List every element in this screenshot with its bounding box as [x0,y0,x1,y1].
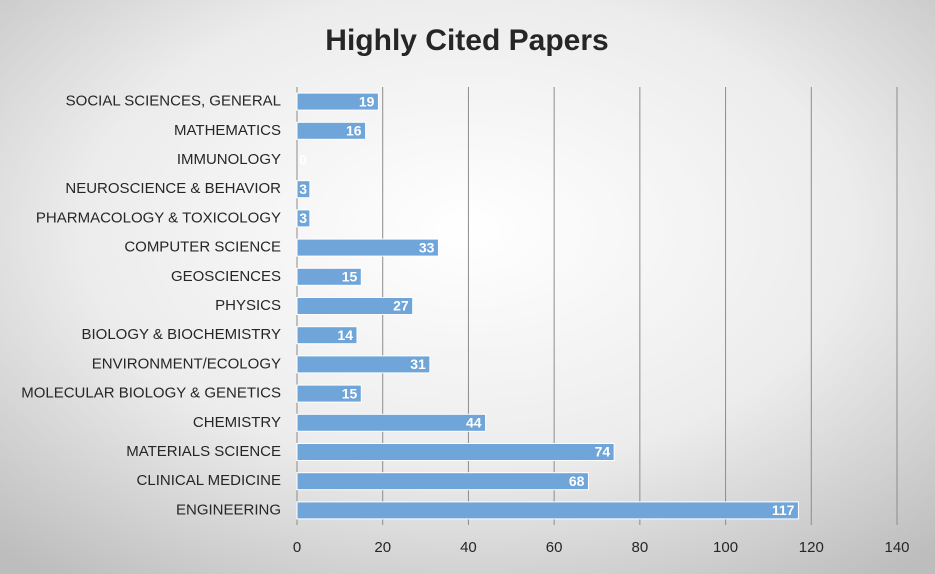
data-label: 31 [410,356,426,372]
data-label: 27 [393,298,409,314]
bar [296,501,799,520]
x-tick-label: 0 [293,539,301,556]
data-label: 16 [346,123,362,139]
chart-title: Highly Cited Papers [325,24,608,57]
data-label: 44 [466,415,482,431]
y-tick-label: PHYSICS [215,297,281,314]
x-tick-label: 80 [632,539,649,556]
bar [296,209,311,228]
data-label: 3 [299,181,307,197]
bar [296,413,487,432]
x-tick-label: 100 [713,539,738,556]
data-label: 3 [299,210,307,226]
bar [296,238,439,257]
y-tick-label: MATERIALS SCIENCE [126,443,281,460]
bar [296,267,362,286]
data-label: 74 [595,444,611,460]
y-tick-label: CHEMISTRY [193,414,281,431]
x-tick-label: 40 [460,539,477,556]
x-tick-label: 20 [374,539,391,556]
data-label: 0 [299,152,307,168]
bar [296,180,311,199]
y-tick-label: SOCIAL SCIENCES, GENERAL [66,93,281,110]
y-tick-label: ENVIRONMENT/ECOLOGY [92,355,281,372]
bar [296,92,379,111]
x-tick-label: 140 [884,539,909,556]
bar [296,121,367,140]
bar [296,472,589,491]
data-label: 68 [569,473,585,489]
y-tick-label: PHARMACOLOGY & TOXICOLOGY [36,209,281,226]
y-tick-label: GEOSCIENCES [171,268,281,285]
y-tick-label: MATHEMATICS [174,122,281,139]
bar [296,297,414,315]
bar [296,443,615,461]
data-label: 15 [342,385,358,401]
bar [296,355,431,374]
data-label: 117 [772,502,795,518]
y-tick-label: IMMUNOLOGY [177,151,281,168]
y-tick-label: NEUROSCIENCE & BEHAVIOR [65,180,281,197]
y-tick-label: COMPUTER SCIENCE [124,239,281,256]
y-tick-label: BIOLOGY & BIOCHEMISTRY [82,326,282,343]
data-label: 33 [419,239,435,255]
data-label: 14 [337,327,353,343]
y-tick-label: ENGINEERING [176,501,281,518]
x-tick-label: 120 [799,539,824,556]
x-tick-label: 60 [546,539,563,556]
data-label: 15 [342,269,358,285]
bar [296,326,358,345]
y-tick-label: MOLECULAR BIOLOGY & GENETICS [21,385,281,402]
bar [296,384,362,403]
data-label: 19 [359,93,375,109]
y-tick-label: CLINICAL MEDICINE [137,472,281,489]
